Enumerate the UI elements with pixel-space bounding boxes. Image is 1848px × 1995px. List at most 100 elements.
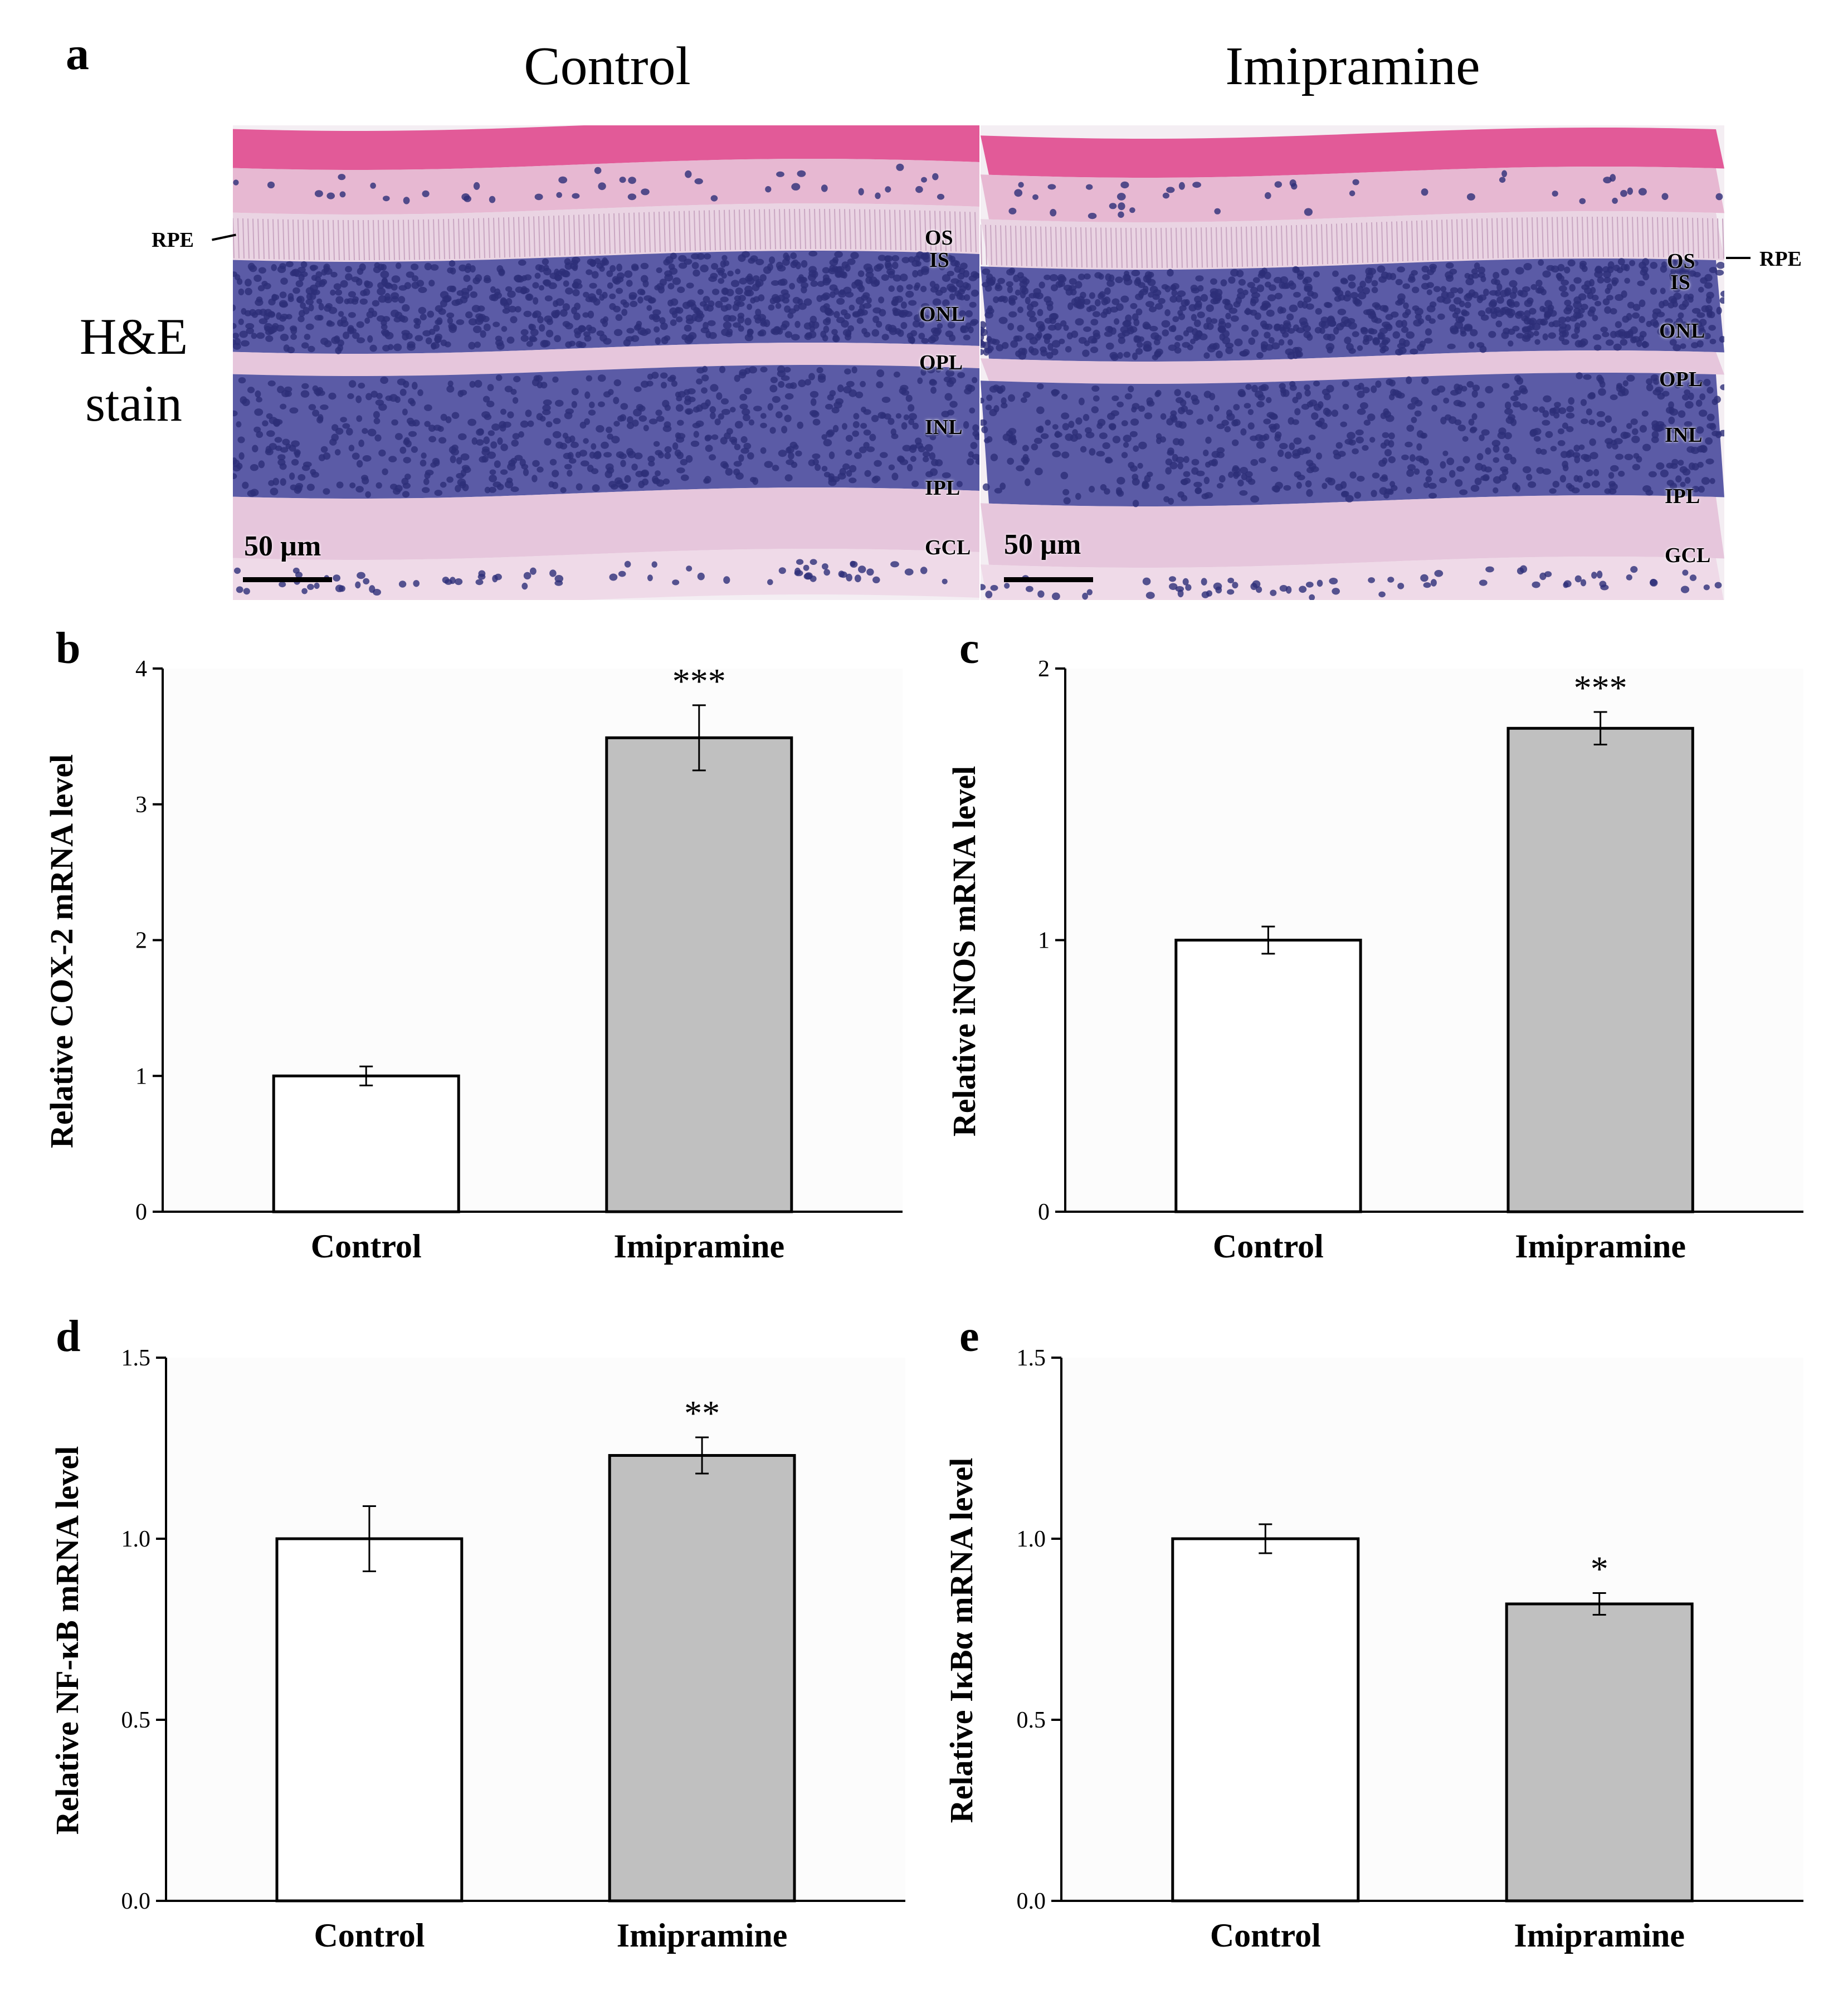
photoreceptor-striation bbox=[503, 217, 505, 258]
photoreceptor-nucleus bbox=[626, 280, 633, 287]
photoreceptor-striation bbox=[774, 209, 776, 250]
bipolar-nucleus bbox=[863, 430, 871, 436]
photoreceptor-nucleus bbox=[532, 282, 539, 289]
bipolar-nucleus bbox=[323, 488, 330, 495]
photoreceptor-nucleus bbox=[1410, 348, 1418, 355]
photoreceptor-striation bbox=[794, 209, 796, 250]
photoreceptor-nucleus bbox=[921, 266, 929, 273]
photoreceptor-nucleus bbox=[463, 275, 471, 282]
photoreceptor-striation bbox=[1612, 217, 1614, 257]
photoreceptor-striation bbox=[1431, 220, 1433, 261]
choroid-nucleus bbox=[489, 196, 496, 203]
photoreceptor-striation bbox=[934, 211, 937, 251]
photoreceptor-striation bbox=[618, 213, 621, 253]
bipolar-nucleus bbox=[266, 413, 273, 420]
y-axis-label: Relative NF-κB mRNA level bbox=[49, 1446, 85, 1835]
photoreceptor-nucleus bbox=[640, 289, 646, 296]
photoreceptor-striation bbox=[694, 211, 696, 251]
photoreceptor-striation bbox=[328, 220, 330, 260]
photoreceptor-nucleus bbox=[1424, 338, 1433, 344]
bipolar-nucleus bbox=[552, 431, 562, 438]
bipolar-nucleus bbox=[253, 426, 261, 433]
photoreceptor-nucleus bbox=[589, 259, 596, 267]
photoreceptor-nucleus bbox=[1029, 337, 1038, 345]
ganglion-nucleus bbox=[279, 581, 286, 588]
bipolar-nucleus bbox=[580, 460, 589, 467]
bipolar-nucleus bbox=[844, 368, 851, 375]
bipolar-nucleus bbox=[662, 425, 672, 432]
bipolar-nucleus bbox=[511, 440, 519, 447]
bipolar-nucleus bbox=[738, 454, 744, 462]
photoreceptor-nucleus bbox=[863, 264, 872, 271]
photoreceptor-nucleus bbox=[723, 321, 732, 329]
photoreceptor-nucleus bbox=[569, 262, 578, 270]
photoreceptor-nucleus bbox=[253, 275, 262, 282]
photoreceptor-nucleus bbox=[810, 280, 818, 287]
photoreceptor-striation bbox=[1130, 227, 1133, 268]
ganglion-nucleus bbox=[920, 567, 928, 574]
photoreceptor-striation bbox=[1211, 227, 1213, 268]
bipolar-nucleus bbox=[564, 412, 573, 420]
photoreceptor-nucleus bbox=[1589, 306, 1596, 313]
photoreceptor-nucleus bbox=[914, 314, 921, 322]
histology-image-imipramine bbox=[981, 125, 1724, 600]
photoreceptor-nucleus bbox=[335, 296, 344, 304]
photoreceptor-nucleus bbox=[906, 284, 913, 290]
photoreceptor-nucleus bbox=[637, 296, 643, 304]
bipolar-nucleus bbox=[412, 382, 418, 390]
photoreceptor-nucleus bbox=[773, 296, 781, 304]
photoreceptor-nucleus bbox=[888, 285, 895, 292]
photoreceptor-nucleus bbox=[381, 264, 387, 271]
photoreceptor-nucleus bbox=[660, 322, 668, 330]
choroid-nucleus bbox=[339, 191, 346, 198]
photoreceptor-nucleus bbox=[279, 300, 288, 308]
photoreceptor-nucleus bbox=[256, 332, 265, 339]
photoreceptor-striation bbox=[343, 220, 345, 260]
bipolar-nucleus bbox=[532, 475, 538, 482]
photoreceptor-striation bbox=[699, 210, 701, 251]
photoreceptor-striation bbox=[1005, 225, 1007, 266]
ganglion-nucleus bbox=[823, 569, 830, 576]
bipolar-nucleus bbox=[564, 464, 572, 470]
photoreceptor-striation bbox=[453, 218, 455, 259]
photoreceptor-nucleus bbox=[249, 309, 256, 316]
photoreceptor-nucleus bbox=[1574, 322, 1581, 330]
bipolar-nucleus bbox=[827, 394, 835, 401]
photoreceptor-nucleus bbox=[711, 263, 719, 270]
photoreceptor-nucleus bbox=[311, 275, 318, 281]
photoreceptor-nucleus bbox=[676, 307, 684, 314]
photoreceptor-striation bbox=[1035, 226, 1037, 267]
bipolar-nucleus bbox=[320, 446, 328, 453]
photoreceptor-striation bbox=[879, 209, 881, 250]
photoreceptor-striation bbox=[884, 209, 886, 250]
photoreceptor-nucleus bbox=[481, 315, 490, 323]
bipolar-nucleus bbox=[772, 396, 781, 403]
photoreceptor-nucleus bbox=[520, 286, 528, 294]
bipolar-nucleus bbox=[504, 386, 513, 393]
photoreceptor-striation bbox=[1196, 227, 1198, 268]
bipolar-nucleus bbox=[262, 420, 269, 427]
photoreceptor-nucleus bbox=[1037, 309, 1044, 316]
photoreceptor-nucleus bbox=[1476, 342, 1485, 348]
photoreceptor-nucleus bbox=[1325, 302, 1333, 308]
outer-plexiform-layer bbox=[233, 343, 979, 376]
photoreceptor-nucleus bbox=[606, 270, 613, 277]
bipolar-nucleus bbox=[633, 452, 643, 460]
ganglion-nucleus bbox=[398, 581, 407, 588]
photoreceptor-striation bbox=[1010, 225, 1012, 266]
photoreceptor-nucleus bbox=[574, 303, 581, 310]
bipolar-nucleus bbox=[880, 413, 886, 419]
photoreceptor-nucleus bbox=[1600, 326, 1608, 333]
bipolar-nucleus bbox=[804, 379, 811, 386]
choroid-nucleus bbox=[685, 170, 692, 178]
bipolar-nucleus bbox=[716, 392, 723, 400]
photoreceptor-nucleus bbox=[554, 269, 560, 277]
choroid-nucleus bbox=[473, 182, 480, 190]
photoreceptor-nucleus bbox=[789, 282, 795, 290]
photoreceptor-nucleus bbox=[965, 310, 973, 318]
photoreceptor-nucleus bbox=[276, 324, 285, 332]
outer-nuclear-layer bbox=[233, 251, 979, 354]
photoreceptor-nucleus bbox=[808, 330, 817, 339]
photoreceptor-striation bbox=[287, 219, 290, 260]
photoreceptor-striation bbox=[1246, 226, 1248, 267]
